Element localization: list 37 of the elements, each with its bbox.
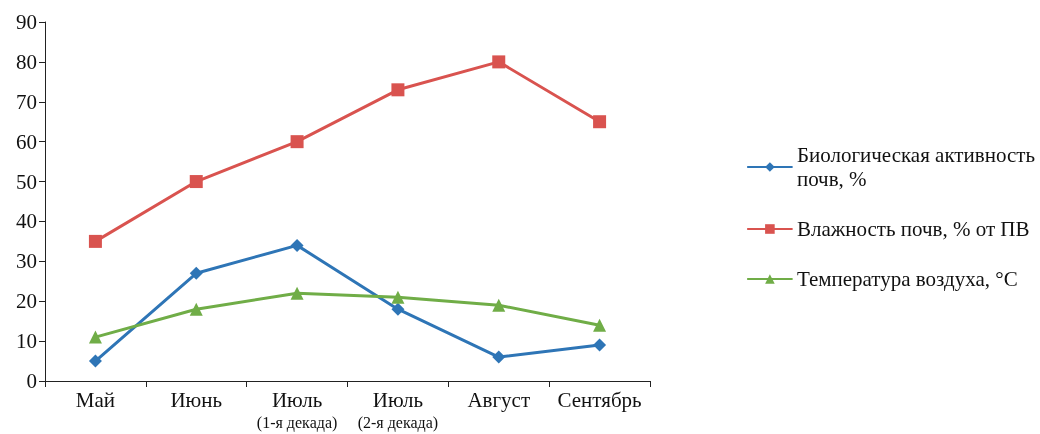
point xyxy=(88,354,102,368)
point xyxy=(593,115,607,129)
y-tick-label: 60 xyxy=(16,129,37,154)
point xyxy=(88,330,102,344)
y-tick-label: 40 xyxy=(16,209,37,234)
point xyxy=(593,338,607,352)
y-tick-label: 20 xyxy=(16,289,37,314)
point xyxy=(189,266,203,280)
x-tick-label: Июль (2-я декада) xyxy=(357,388,439,432)
point xyxy=(492,55,506,69)
y-tick-label: 30 xyxy=(16,249,37,274)
y-tick-label: 90 xyxy=(16,10,37,34)
y-tick-label: 70 xyxy=(16,89,37,114)
legend-label: Биологическая активность почв, % xyxy=(796,143,1035,191)
point xyxy=(492,350,506,364)
point xyxy=(391,290,405,304)
point xyxy=(290,238,304,252)
point xyxy=(492,298,506,312)
y-tick-label: 50 xyxy=(16,169,37,194)
legend-label: Температура воздуха, °С xyxy=(796,267,1018,291)
point xyxy=(593,318,607,332)
point xyxy=(391,83,405,97)
legend-label: Влажность почв, % от ПВ xyxy=(796,217,1030,241)
y-tick-label: 10 xyxy=(16,329,37,354)
y-tick-label: 80 xyxy=(16,49,37,74)
y-tick-label: 0 xyxy=(26,369,37,393)
x-tick-label: Июль (1-я декада) xyxy=(256,388,338,432)
point xyxy=(88,234,102,248)
point xyxy=(290,135,304,149)
x-tick-label: Июнь xyxy=(170,388,223,412)
x-tick-label: Август xyxy=(467,388,531,412)
point xyxy=(391,302,405,316)
x-tick-label: Сентябрь xyxy=(557,388,642,412)
point xyxy=(189,302,203,316)
x-tick-label: Май xyxy=(75,388,116,412)
point xyxy=(290,286,304,300)
point xyxy=(189,175,203,189)
